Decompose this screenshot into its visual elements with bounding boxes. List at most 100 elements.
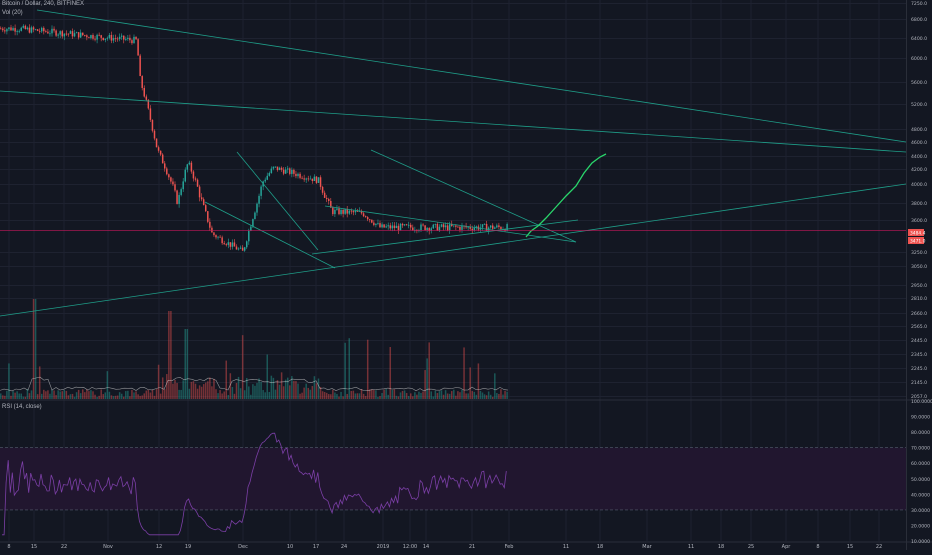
time-axis-tick-label: 8	[7, 544, 10, 550]
price-badge	[908, 229, 924, 236]
volume-bar	[41, 393, 43, 399]
volume-bar	[459, 392, 461, 399]
volume-bar	[362, 393, 365, 399]
volume-bar	[86, 389, 88, 399]
price-candle	[196, 179, 199, 187]
rsi-axis-tick-label: 10.0000	[911, 539, 930, 545]
volume-bar	[217, 393, 219, 399]
volume-bar	[287, 377, 289, 399]
volume-bar	[190, 381, 193, 399]
volume-bar	[32, 299, 35, 399]
volume-bar	[321, 391, 324, 399]
volume-bar	[496, 393, 498, 399]
volume-bar	[96, 396, 98, 399]
price-candle	[448, 224, 451, 231]
price-candle	[198, 186, 201, 198]
volume-bar	[123, 396, 125, 399]
volume-bar	[494, 373, 496, 399]
price-candle	[500, 227, 502, 230]
volume-bar	[262, 390, 264, 399]
price-candle	[489, 225, 492, 228]
price-candle	[8, 27, 10, 30]
volume-bar	[0, 393, 2, 399]
volume-bar	[432, 396, 435, 399]
price-candle	[0, 28, 2, 30]
time-axis-tick-label: Dec	[238, 544, 248, 550]
volume-bar	[51, 389, 53, 399]
volume-bar	[198, 385, 201, 399]
price-candle	[106, 37, 109, 39]
volume-bar	[282, 386, 285, 399]
price-axis-tick-label: 2660.0	[911, 311, 927, 317]
price-badge-label: 3471.0	[910, 238, 926, 244]
volume-bar	[155, 389, 158, 399]
price-candle	[424, 225, 426, 230]
volume-bar	[410, 393, 412, 399]
volume-bar	[10, 395, 12, 399]
volume-bar	[229, 373, 232, 399]
price-candle	[412, 227, 414, 231]
volume-bar	[260, 381, 262, 399]
price-candle	[471, 228, 473, 231]
volume-bar	[356, 393, 359, 399]
volume-bar	[451, 391, 453, 399]
price-candle	[153, 130, 156, 139]
price-axis-tick-label: 2565.0	[911, 324, 927, 330]
price-candle	[98, 34, 100, 36]
price-candle	[221, 237, 223, 244]
volume-bar	[79, 393, 82, 399]
price-candle	[379, 223, 381, 228]
price-candle	[405, 224, 408, 226]
volume-bar	[436, 393, 439, 399]
time-axis-tick-label: 12	[156, 544, 162, 550]
price-candle	[369, 219, 371, 221]
volume-bar	[211, 386, 213, 399]
price-candle	[141, 76, 143, 88]
volume-bar	[256, 382, 258, 399]
price-candle	[383, 224, 385, 228]
price-candle	[69, 31, 72, 34]
price-candle	[217, 236, 219, 238]
price-candle	[223, 243, 225, 245]
price-candle	[24, 25, 27, 30]
volume-bar	[280, 372, 283, 399]
price-candle	[321, 186, 324, 193]
price-axis-tick-label: 2245.0	[911, 366, 927, 372]
volume-bar	[161, 377, 164, 399]
price-candle	[55, 30, 57, 36]
volume-bar	[405, 393, 408, 399]
volume-bar	[393, 389, 396, 399]
rsi-axis-tick-label: 90.0000	[911, 415, 930, 421]
volume-bar	[159, 393, 162, 399]
price-candle	[43, 27, 45, 32]
volume-bar	[180, 389, 182, 399]
price-candle	[12, 28, 14, 31]
volume-bar	[387, 394, 389, 399]
price-candle	[229, 242, 232, 247]
price-candle	[49, 33, 51, 35]
volume-bar	[188, 388, 191, 399]
price-candle	[280, 167, 283, 170]
price-candle	[155, 138, 158, 148]
volume-bar	[168, 311, 170, 399]
volume-bar	[213, 378, 215, 399]
rsi-axis-tick-label: 60.0000	[911, 461, 930, 467]
price-candle	[284, 169, 287, 174]
volume-bar	[252, 384, 254, 399]
price-candle	[200, 197, 203, 200]
price-candle	[127, 37, 129, 39]
price-candle	[135, 36, 137, 40]
price-candle	[227, 242, 230, 245]
volume-bar	[385, 389, 387, 399]
volume-bar	[223, 391, 225, 399]
volume-bar	[18, 393, 20, 399]
price-candle	[364, 216, 367, 218]
price-candle	[407, 224, 410, 226]
price-candle	[45, 31, 47, 33]
price-candle	[10, 27, 12, 31]
volume-bar	[309, 389, 312, 399]
price-candle	[63, 33, 66, 37]
price-candle	[213, 232, 215, 236]
volume-bar	[215, 389, 217, 399]
